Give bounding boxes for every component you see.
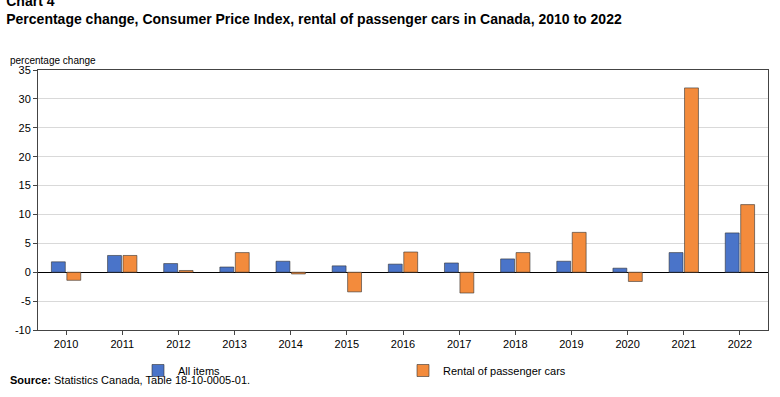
svg-text:-10: -10 [15, 324, 31, 336]
svg-text:Chart 4Percentage change, Cons: Chart 4Percentage change, Consumer Price… [6, 0, 622, 27]
svg-text:20: 20 [19, 151, 31, 163]
svg-text:All items: All items [178, 365, 220, 377]
svg-text:-5: -5 [21, 295, 31, 307]
svg-text:2014: 2014 [278, 338, 302, 350]
svg-text:Source: Statistics Canada, Tab: Source: Statistics Canada, Table 18-10-0… [10, 374, 250, 386]
svg-text:2012: 2012 [166, 338, 190, 350]
svg-text:2010: 2010 [54, 338, 78, 350]
svg-text:5: 5 [25, 237, 31, 249]
svg-text:2017: 2017 [447, 338, 471, 350]
svg-text:2013: 2013 [222, 338, 246, 350]
svg-text:10: 10 [19, 208, 31, 220]
svg-text:2021: 2021 [672, 338, 696, 350]
svg-text:2016: 2016 [391, 338, 415, 350]
svg-text:2020: 2020 [615, 338, 639, 350]
svg-text:2022: 2022 [728, 338, 752, 350]
svg-text:2015: 2015 [335, 338, 359, 350]
svg-text:30: 30 [19, 93, 31, 105]
svg-text:25: 25 [19, 122, 31, 134]
svg-text:percentage change: percentage change [10, 55, 96, 66]
svg-text:2018: 2018 [503, 338, 527, 350]
svg-text:15: 15 [19, 179, 31, 191]
svg-text:2019: 2019 [559, 338, 583, 350]
svg-text:2011: 2011 [110, 338, 134, 350]
svg-text:35: 35 [19, 64, 31, 76]
svg-text:0: 0 [25, 266, 31, 278]
svg-text:Rental of passenger cars: Rental of passenger cars [443, 365, 566, 377]
